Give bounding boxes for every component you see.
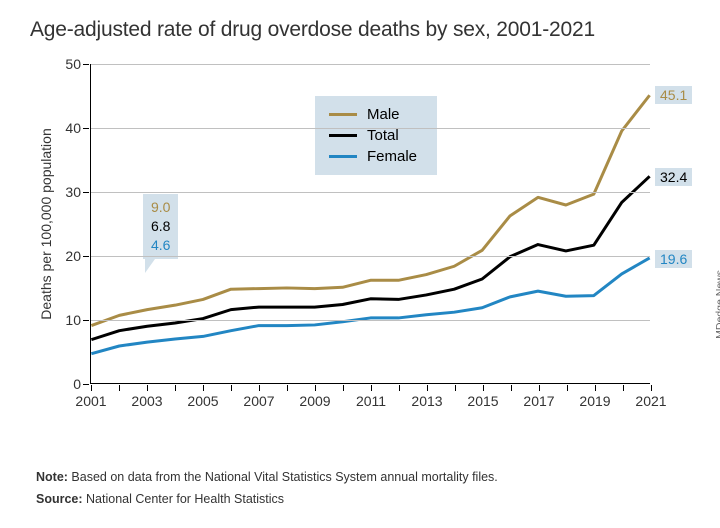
x-tick: [427, 385, 428, 391]
grid-line: [91, 128, 650, 129]
legend-label: Male: [367, 106, 400, 123]
x-tick: [399, 385, 400, 391]
x-tick: [455, 385, 456, 391]
y-tick-label: 30: [53, 184, 81, 200]
x-tick-label: 2011: [356, 393, 386, 409]
x-tick: [287, 385, 288, 391]
y-tick: [83, 384, 89, 385]
chart-title: Age-adjusted rate of drug overdose death…: [30, 18, 690, 42]
x-tick: [119, 385, 120, 391]
y-tick: [83, 192, 89, 193]
y-tick-label: 10: [53, 312, 81, 328]
x-tick: [511, 385, 512, 391]
start-female: 4.6: [151, 236, 170, 255]
plot-region: Male Total Female 9.0 6.8 4.6 0102030405…: [90, 64, 650, 384]
x-tick: [539, 385, 540, 391]
end-value-label: 45.1: [655, 86, 692, 104]
x-tick-label: 2009: [299, 393, 330, 409]
x-tick: [483, 385, 484, 391]
legend-label: Female: [367, 148, 417, 165]
x-tick: [203, 385, 204, 391]
x-tick: [651, 385, 652, 391]
chart-note: Note: Based on data from the National Vi…: [36, 470, 690, 484]
y-tick-label: 40: [53, 120, 81, 136]
start-total: 6.8: [151, 217, 170, 236]
x-tick-label: 2007: [243, 393, 274, 409]
x-tick: [259, 385, 260, 391]
y-tick-label: 20: [53, 248, 81, 264]
legend-item-female: Female: [329, 146, 417, 167]
source-text: National Center for Health Statistics: [86, 492, 284, 506]
start-male: 9.0: [151, 198, 170, 217]
y-tick-label: 50: [53, 56, 81, 72]
x-tick: [595, 385, 596, 391]
start-value-callout: 9.0 6.8 4.6: [143, 194, 178, 259]
x-tick: [231, 385, 232, 391]
x-tick-label: 2001: [75, 393, 106, 409]
grid-line: [91, 192, 650, 193]
x-tick: [623, 385, 624, 391]
chart-source: Source: National Center for Health Stati…: [36, 492, 690, 506]
x-tick-label: 2005: [187, 393, 218, 409]
end-value-label: 32.4: [655, 168, 692, 186]
grid-line: [91, 256, 650, 257]
y-tick: [83, 320, 89, 321]
x-tick-label: 2013: [411, 393, 442, 409]
x-tick: [175, 385, 176, 391]
x-tick: [315, 385, 316, 391]
x-tick: [343, 385, 344, 391]
x-tick: [567, 385, 568, 391]
x-tick: [371, 385, 372, 391]
chart-area: Deaths per 100,000 population Male Total…: [40, 54, 680, 424]
y-tick-label: 0: [53, 376, 81, 392]
grid-line: [91, 64, 650, 65]
legend-label: Total: [367, 127, 399, 144]
note-prefix: Note:: [36, 470, 71, 484]
y-axis-title: Deaths per 100,000 population: [38, 128, 54, 319]
y-tick: [83, 64, 89, 65]
attribution: MDedge News: [714, 270, 720, 339]
x-tick-label: 2015: [467, 393, 498, 409]
y-tick: [83, 256, 89, 257]
legend-swatch: [329, 113, 357, 116]
x-tick: [147, 385, 148, 391]
legend-item-male: Male: [329, 104, 417, 125]
grid-line: [91, 320, 650, 321]
x-tick-label: 2021: [635, 393, 666, 409]
legend: Male Total Female: [315, 96, 437, 175]
legend-swatch: [329, 134, 357, 137]
legend-swatch: [329, 155, 357, 158]
x-tick-label: 2017: [523, 393, 554, 409]
end-value-label: 19.6: [655, 250, 692, 268]
x-tick: [91, 385, 92, 391]
note-text: Based on data from the National Vital St…: [71, 470, 497, 484]
source-prefix: Source:: [36, 492, 86, 506]
x-tick-label: 2019: [579, 393, 610, 409]
x-tick-label: 2003: [131, 393, 162, 409]
y-tick: [83, 128, 89, 129]
